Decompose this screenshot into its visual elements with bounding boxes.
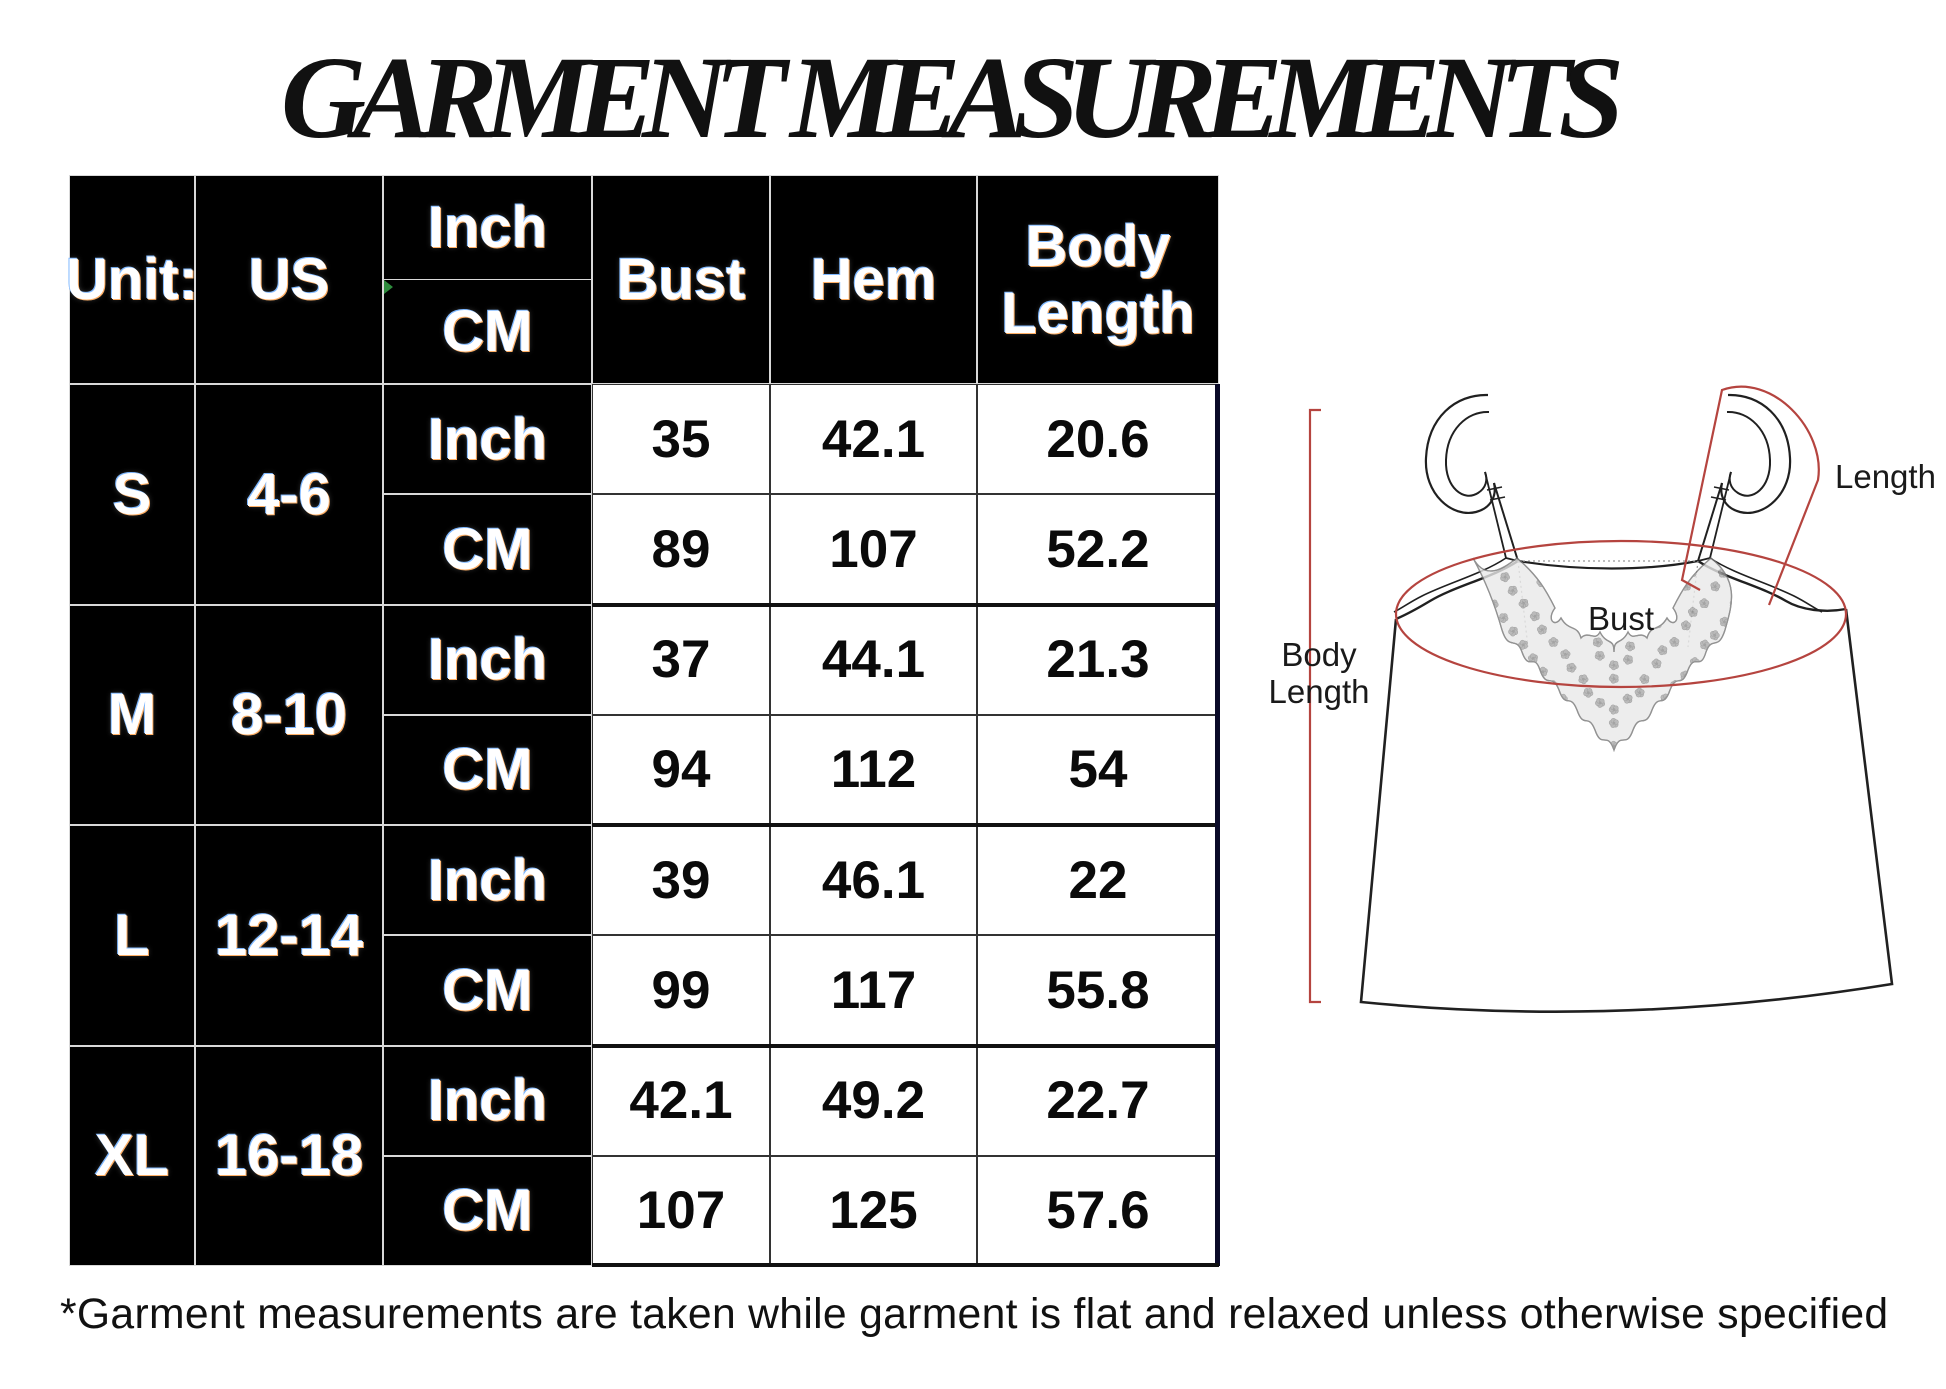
svg-text:Length: Length [1270,673,1369,710]
svg-text:Bust: Bust [1588,600,1654,637]
svg-text:Length: Length [1835,458,1936,495]
svg-text:Body: Body [1281,636,1357,673]
